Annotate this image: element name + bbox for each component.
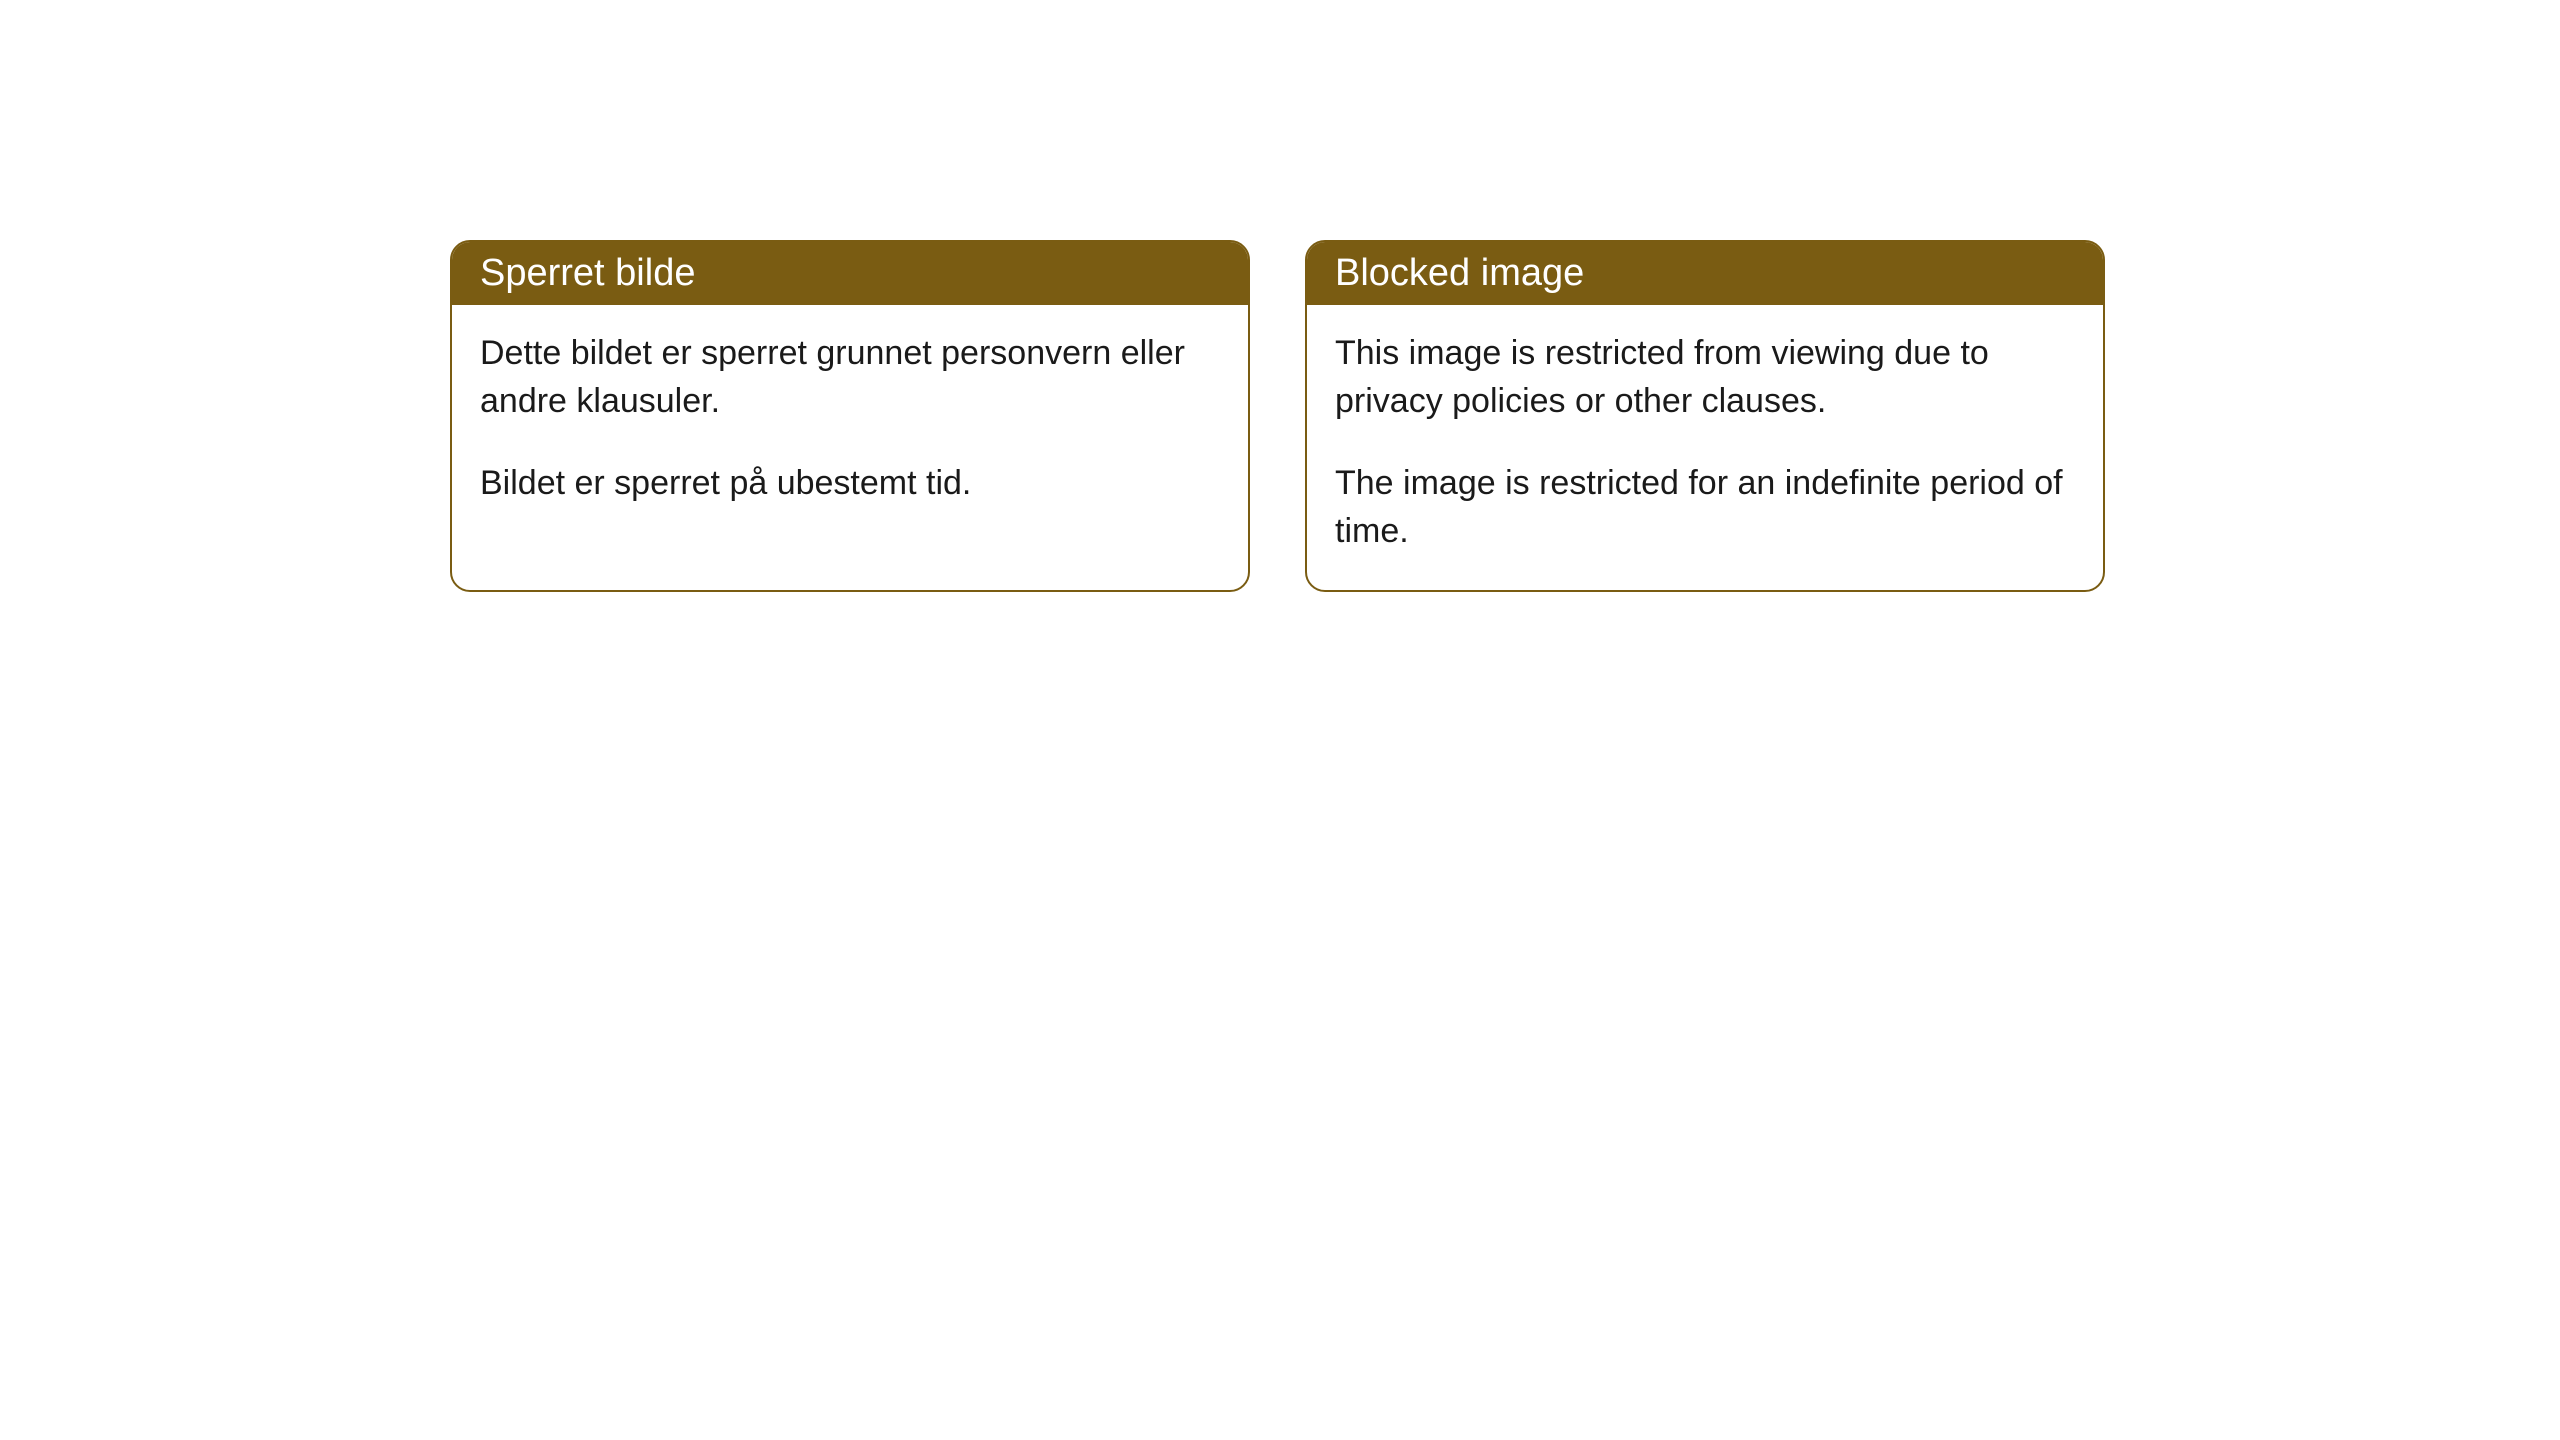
card-paragraph: This image is restricted from viewing du… [1335, 330, 2075, 425]
card-paragraph: The image is restricted for an indefinit… [1335, 460, 2075, 555]
card-header-norwegian: Sperret bilde [452, 242, 1248, 305]
notice-cards-container: Sperret bilde Dette bildet er sperret gr… [450, 240, 2560, 592]
card-body-english: This image is restricted from viewing du… [1307, 305, 2103, 590]
card-paragraph: Bildet er sperret på ubestemt tid. [480, 460, 1220, 508]
notice-card-english: Blocked image This image is restricted f… [1305, 240, 2105, 592]
card-body-norwegian: Dette bildet er sperret grunnet personve… [452, 305, 1248, 543]
card-paragraph: Dette bildet er sperret grunnet personve… [480, 330, 1220, 425]
notice-card-norwegian: Sperret bilde Dette bildet er sperret gr… [450, 240, 1250, 592]
card-header-english: Blocked image [1307, 242, 2103, 305]
